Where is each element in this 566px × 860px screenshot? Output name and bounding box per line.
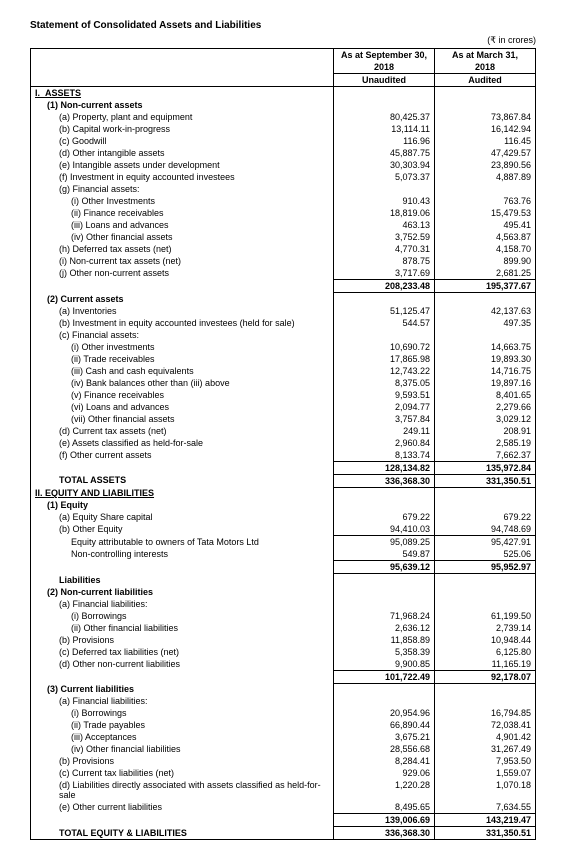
row-ncfinliab: (a) Financial liabilities: [31, 598, 334, 610]
row-cfinassets: (c) Financial assets: [31, 329, 334, 341]
currency-note: (₹ in crores) [30, 35, 536, 46]
row-nctax: (i) Non-current tax assets (net) [31, 255, 334, 267]
row-cprov: (b) Provisions [31, 755, 334, 767]
cliab-heading: (3) Current liabilities [31, 683, 334, 695]
eq-subtotal-2: 95,952.97 [435, 561, 536, 574]
nc-subtotal-2: 195,377.67 [435, 280, 536, 293]
ncliab-heading: (2) Non-current liabilities [31, 586, 334, 598]
row-deftax: (h) Deferred tax assets (net) [31, 243, 334, 255]
cliab-subtotal-1: 139,006.69 [334, 814, 435, 827]
row-otherfin: (iv) Other financial assets [31, 231, 334, 243]
row-ppe: (a) Property, plant and equipment [31, 111, 334, 123]
total-assets-label: TOTAL ASSETS [31, 474, 334, 487]
row-ctax: (d) Current tax assets (net) [31, 425, 334, 437]
row-nci: Non-controlling interests [31, 548, 334, 561]
row-cwip: (b) Capital work-in-progress [31, 123, 334, 135]
row-share: (a) Equity Share capital [31, 511, 334, 523]
ncliab-subtotal-1: 101,722.49 [334, 670, 435, 683]
row-ctaxliab: (c) Current tax liabilities (net) [31, 767, 334, 779]
row-cotherfinliab: (iv) Other financial liabilities [31, 743, 334, 755]
nc-subtotal-1: 208,233.48 [334, 280, 435, 293]
hdr-col1-l2: 2018 [334, 61, 435, 74]
c-subtotal-1: 128,134.82 [334, 461, 435, 474]
liab-heading: Liabilities [31, 574, 334, 586]
hdr-col2-l1: As at March 31, [435, 49, 536, 62]
total-eql-1: 336,368.30 [334, 827, 435, 840]
row-liabhfs: (d) Liabilities directly associated with… [31, 779, 334, 801]
row-otherinv: (i) Other Investments [31, 195, 334, 207]
hdr-col1-l1: As at September 30, [334, 49, 435, 62]
row-accept: (iii) Acceptances [31, 731, 334, 743]
row-goodwill: (c) Goodwill [31, 135, 334, 147]
statement-title: Statement of Consolidated Assets and Lia… [30, 20, 536, 31]
row-ncotherfinliab: (ii) Other financial liabilities [31, 622, 334, 634]
row-traderec: (ii) Trade receivables [31, 353, 334, 365]
eq-subtotal-1: 95,639.12 [334, 561, 435, 574]
total-assets-1: 336,368.30 [334, 474, 435, 487]
eql-heading: II. EQUITY AND LIABILITIES [31, 487, 334, 499]
row-eqattr: Equity attributable to owners of Tata Mo… [31, 536, 334, 549]
cliab-subtotal-2: 143,219.47 [435, 814, 536, 827]
row-othereq: (b) Other Equity [31, 523, 334, 536]
row-ncdeftax: (c) Deferred tax liabilities (net) [31, 646, 334, 658]
row-ncborrow: (i) Borrowings [31, 610, 334, 622]
row-cotherinv: (i) Other investments [31, 341, 334, 353]
total-eql-2: 331,350.51 [435, 827, 536, 840]
row-tradepay: (ii) Trade payables [31, 719, 334, 731]
c-subtotal-2: 135,972.84 [435, 461, 536, 474]
equity-heading: (1) Equity [31, 499, 334, 511]
row-inveq: (f) Investment in equity accounted inves… [31, 171, 334, 183]
row-ncother: (d) Other non-current liabilities [31, 658, 334, 671]
balance-sheet-table: As at September 30, As at March 31, 2018… [30, 48, 536, 840]
row-finassets: (g) Financial assets: [31, 183, 334, 195]
row-bankbal: (iv) Bank balances other than (iii) abov… [31, 377, 334, 389]
row-cfinrec: (v) Finance receivables [31, 389, 334, 401]
row-cfinliab: (a) Financial liabilities: [31, 695, 334, 707]
row-intangible: (d) Other intangible assets [31, 147, 334, 159]
hdr-col1-l3: Unaudited [334, 74, 435, 87]
row-cash: (iii) Cash and cash equivalents [31, 365, 334, 377]
row-cloans: (vi) Loans and advances [31, 401, 334, 413]
row-hfs: (e) Assets classified as held-for-sale [31, 437, 334, 449]
hdr-col2-l3: Audited [435, 74, 536, 87]
row-inveqheld: (b) Investment in equity accounted inves… [31, 317, 334, 329]
row-loans: (iii) Loans and advances [31, 219, 334, 231]
ncliab-subtotal-2: 92,178.07 [435, 670, 536, 683]
row-ncprov: (b) Provisions [31, 634, 334, 646]
row-othernc: (j) Other non-current assets [31, 267, 334, 280]
row-cotherfin: (vii) Other financial assets [31, 413, 334, 425]
total-assets-2: 331,350.51 [435, 474, 536, 487]
ca-heading: (2) Current assets [31, 293, 334, 305]
hdr-col2-l2: 2018 [435, 61, 536, 74]
row-inventories: (a) Inventories [31, 305, 334, 317]
row-cborrow: (i) Borrowings [31, 707, 334, 719]
row-otherc: (f) Other current assets [31, 449, 334, 462]
row-othercliab: (e) Other current liabilities [31, 801, 334, 814]
nca-heading: (1) Non-current assets [31, 99, 334, 111]
row-finrec: (ii) Finance receivables [31, 207, 334, 219]
assets-heading: I. ASSETS [31, 87, 334, 100]
total-eql-label: TOTAL EQUITY & LIABILITIES [31, 827, 334, 840]
row-intdev: (e) Intangible assets under development [31, 159, 334, 171]
